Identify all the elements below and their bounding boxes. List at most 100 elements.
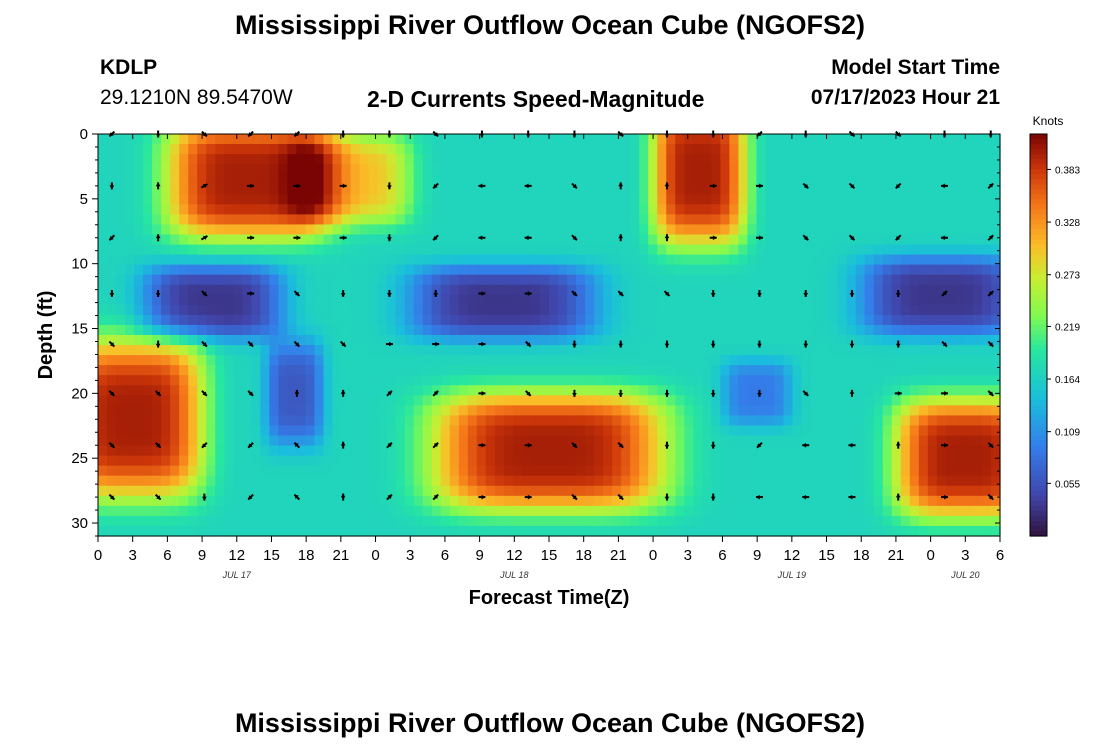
heatmap-cell (918, 355, 929, 366)
heatmap-cell (558, 425, 568, 437)
heatmap-cell (747, 274, 758, 286)
heatmap-cell (747, 174, 758, 185)
heatmap-cell (269, 515, 279, 527)
heatmap-cell (702, 234, 712, 246)
heatmap-cell (179, 284, 189, 296)
heatmap-cell (558, 254, 568, 266)
heatmap-cell (873, 415, 884, 427)
heatmap-cell (215, 224, 225, 236)
heatmap-cell (783, 345, 794, 356)
heatmap-cell (449, 294, 460, 306)
heatmap-cell (918, 224, 929, 236)
heatmap-cell (350, 304, 361, 316)
heatmap-cell (567, 284, 577, 296)
heatmap-cell (639, 475, 649, 487)
heatmap-cell (666, 425, 676, 437)
heatmap-cell (657, 274, 667, 286)
heatmap-cell (377, 415, 388, 427)
heatmap-cell (197, 505, 207, 517)
heatmap-cell (963, 445, 974, 457)
heatmap-cell (458, 224, 469, 236)
heatmap-cell (873, 465, 884, 477)
heatmap-cell (783, 365, 794, 376)
heatmap-cell (558, 204, 568, 215)
heatmap-cell (747, 144, 758, 155)
heatmap-cell (810, 214, 821, 226)
colorbar-segment (1030, 214, 1047, 221)
heatmap-cell (990, 505, 1001, 517)
heatmap-cell (431, 435, 442, 447)
current-arrow (571, 234, 578, 241)
heatmap-cell (621, 234, 631, 246)
heatmap-cell (314, 314, 325, 326)
heatmap-cell (783, 174, 794, 185)
heatmap-cell (837, 164, 848, 175)
heatmap-cell (530, 415, 541, 427)
current-arrow (108, 493, 116, 501)
heatmap-cell (107, 254, 117, 266)
heatmap-cell (224, 294, 234, 306)
heatmap-cell (810, 264, 821, 276)
heatmap-cell (386, 314, 397, 326)
colorbar-segment (1030, 445, 1047, 452)
heatmap-cell (558, 314, 568, 326)
heatmap-cell (251, 505, 261, 517)
heatmap-cell (395, 304, 406, 316)
heatmap-cell (152, 365, 162, 376)
heatmap-cell (630, 234, 640, 246)
heatmap-cell (756, 375, 767, 386)
heatmap-cell (891, 244, 902, 256)
heatmap-cell (116, 184, 126, 195)
heatmap-cell (521, 194, 532, 205)
heatmap-cell (675, 234, 685, 246)
heatmap-cell (332, 264, 343, 276)
colorbar-segment (1030, 219, 1047, 226)
colorbar-segment (1030, 380, 1047, 386)
heatmap-cell (170, 244, 180, 256)
current-arrow (802, 390, 809, 397)
heatmap-cell (125, 134, 135, 145)
heatmap-cell (936, 435, 947, 447)
heatmap-cell (621, 365, 631, 376)
heatmap-cell (945, 485, 956, 497)
heatmap-cell (972, 314, 983, 326)
heatmap-cell (621, 345, 631, 356)
heatmap-cell (963, 194, 974, 205)
heatmap-cell (449, 475, 460, 487)
heatmap-cell (567, 154, 577, 165)
heatmap-cell (666, 505, 676, 517)
heatmap-cell (431, 335, 442, 346)
heatmap-cell (440, 224, 451, 236)
heatmap-cell (197, 495, 207, 507)
heatmap-cell (918, 324, 929, 336)
heatmap-cell (422, 224, 433, 236)
heatmap-cell (179, 244, 189, 256)
heatmap-cell (287, 515, 298, 527)
heatmap-cell (801, 244, 812, 256)
current-arrow (710, 290, 716, 298)
heatmap-cell (558, 375, 568, 386)
colorbar-segment (1030, 249, 1047, 256)
heatmap-cell (224, 174, 234, 185)
heatmap-cell (368, 435, 379, 447)
heatmap-cell (332, 224, 343, 236)
heatmap-cell (305, 365, 316, 376)
heatmap-cell (386, 515, 397, 527)
heatmap-cell (377, 385, 388, 396)
heatmap-cell (350, 264, 361, 276)
heatmap-cell (891, 134, 902, 145)
heatmap-cell (963, 224, 974, 236)
heatmap-cell (404, 335, 415, 346)
heatmap-cell (765, 515, 776, 527)
heatmap-cell (260, 435, 270, 447)
heatmap-cell (242, 284, 252, 296)
heatmap-cell (657, 415, 667, 427)
heatmap-cell (693, 144, 703, 155)
heatmap-cell (756, 324, 767, 336)
station-coords: 29.1210N 89.5470W (100, 86, 293, 109)
heatmap-cell (648, 184, 658, 195)
heatmap-cell (107, 435, 117, 447)
heatmap-cell (386, 204, 397, 215)
heatmap-cell (972, 164, 983, 175)
heatmap-cell (801, 525, 812, 537)
